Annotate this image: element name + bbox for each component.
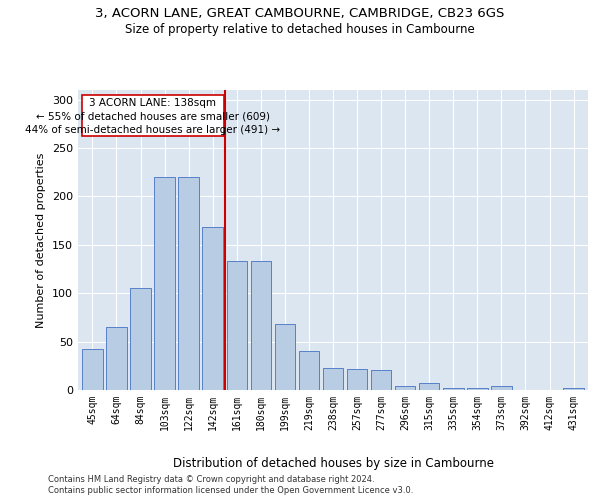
- Bar: [106, 327, 127, 390]
- Text: Contains HM Land Registry data © Crown copyright and database right 2024.: Contains HM Land Registry data © Crown c…: [48, 475, 374, 484]
- Bar: [227, 262, 247, 390]
- Y-axis label: Number of detached properties: Number of detached properties: [37, 152, 46, 328]
- Text: ← 55% of detached houses are smaller (609): ← 55% of detached houses are smaller (60…: [36, 112, 270, 122]
- Text: 44% of semi-detached houses are larger (491) →: 44% of semi-detached houses are larger (…: [25, 126, 280, 136]
- Bar: [202, 228, 223, 390]
- Bar: [419, 383, 439, 390]
- Bar: [395, 386, 415, 390]
- Text: Contains public sector information licensed under the Open Government Licence v3: Contains public sector information licen…: [48, 486, 413, 495]
- Bar: [251, 262, 271, 390]
- FancyBboxPatch shape: [82, 95, 224, 136]
- Bar: [154, 177, 175, 390]
- Bar: [563, 388, 584, 390]
- Bar: [178, 177, 199, 390]
- Bar: [275, 324, 295, 390]
- Bar: [467, 388, 488, 390]
- Bar: [491, 386, 512, 390]
- Bar: [130, 288, 151, 390]
- Bar: [299, 352, 319, 390]
- Text: Distribution of detached houses by size in Cambourne: Distribution of detached houses by size …: [173, 458, 494, 470]
- Bar: [323, 368, 343, 390]
- Bar: [443, 388, 464, 390]
- Text: Size of property relative to detached houses in Cambourne: Size of property relative to detached ho…: [125, 22, 475, 36]
- Text: 3 ACORN LANE: 138sqm: 3 ACORN LANE: 138sqm: [89, 98, 217, 108]
- Bar: [82, 350, 103, 390]
- Bar: [347, 368, 367, 390]
- Text: 3, ACORN LANE, GREAT CAMBOURNE, CAMBRIDGE, CB23 6GS: 3, ACORN LANE, GREAT CAMBOURNE, CAMBRIDG…: [95, 8, 505, 20]
- Bar: [371, 370, 391, 390]
